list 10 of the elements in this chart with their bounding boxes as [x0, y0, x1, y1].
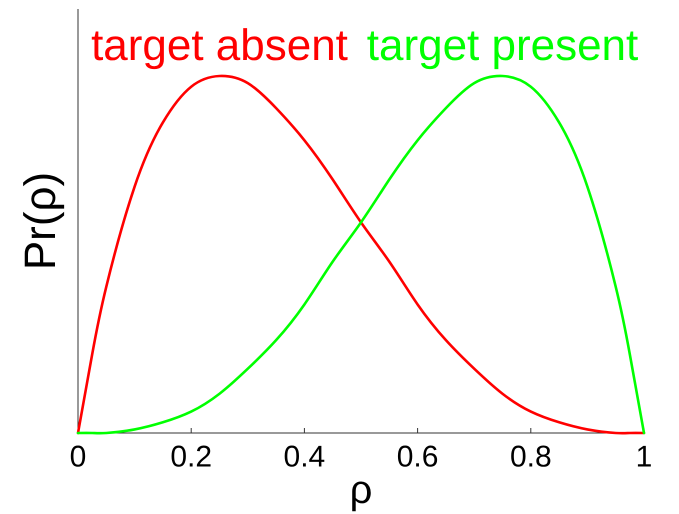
- x-axis-title: ρ: [350, 468, 372, 512]
- x-tick-label: 0.6: [396, 440, 438, 474]
- x-tick-label: 0: [70, 440, 86, 474]
- x-tick-label: 1: [636, 440, 652, 474]
- series-label: target absent: [91, 21, 348, 70]
- series-label: target present: [366, 21, 638, 70]
- x-tick-label: 0.2: [170, 440, 212, 474]
- x-tick-label: 0.4: [284, 440, 326, 474]
- y-axis-title: Pr(ρ): [16, 172, 65, 270]
- x-tick-label: 0.8: [510, 440, 552, 474]
